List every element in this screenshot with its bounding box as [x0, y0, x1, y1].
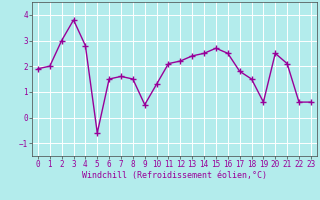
X-axis label: Windchill (Refroidissement éolien,°C): Windchill (Refroidissement éolien,°C): [82, 171, 267, 180]
